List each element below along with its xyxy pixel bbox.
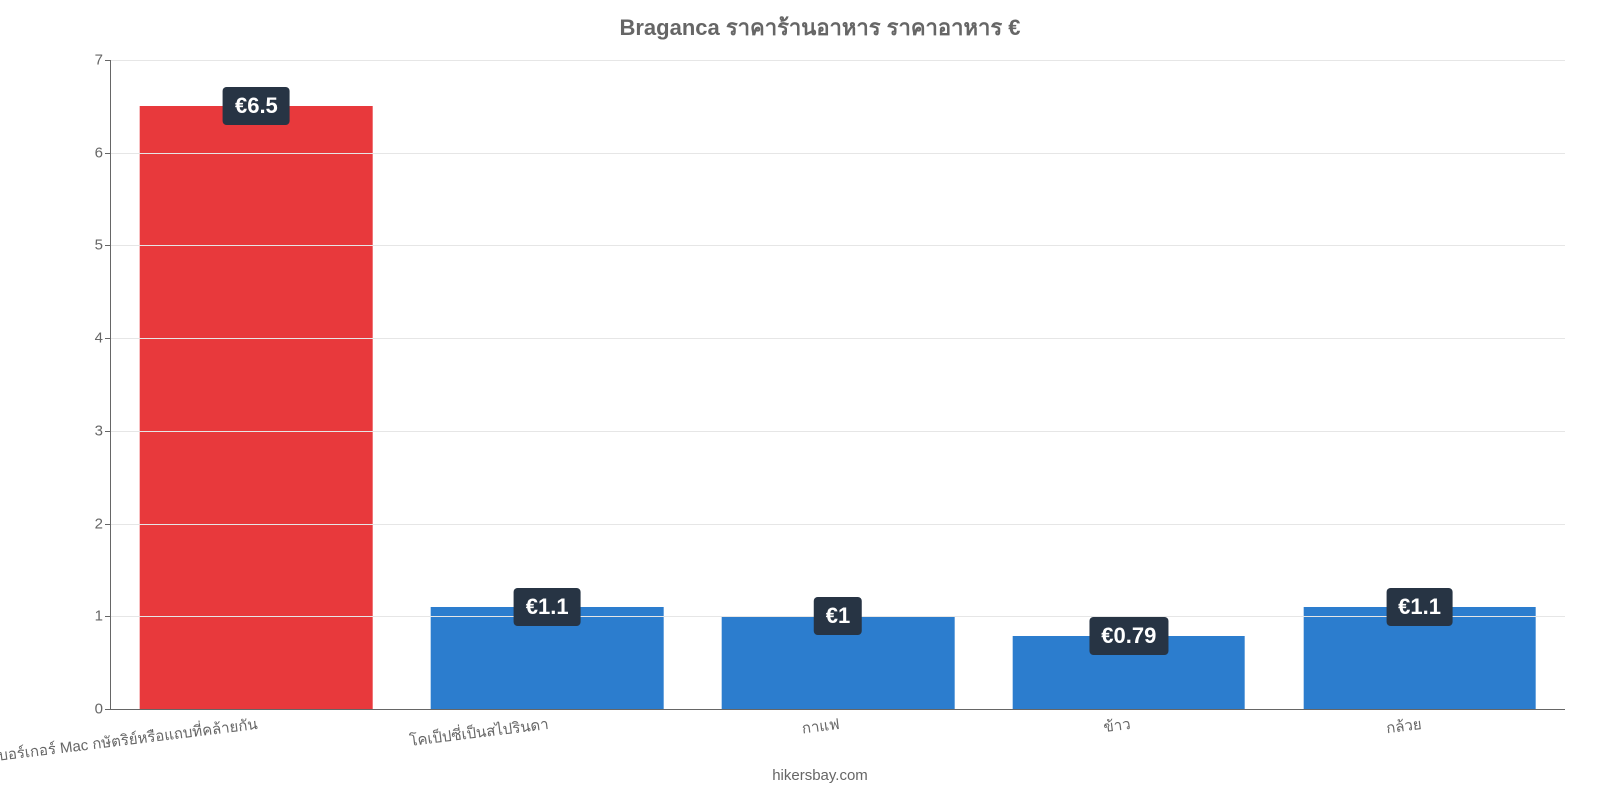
value-label-wrap: €6.5: [223, 87, 290, 125]
y-tick-mark: [105, 338, 111, 339]
bar: [140, 106, 373, 709]
y-tick-label: 7: [95, 52, 103, 69]
bar-slot: €1: [693, 60, 984, 709]
value-label: €6.5: [223, 87, 290, 125]
value-label: €1.1: [514, 588, 581, 626]
gridline: [111, 431, 1565, 432]
y-tick-mark: [105, 245, 111, 246]
y-tick-mark: [105, 616, 111, 617]
y-tick-mark: [105, 60, 111, 61]
gridline: [111, 153, 1565, 154]
y-tick-label: 1: [95, 608, 103, 625]
x-axis-label: กล้วย: [1384, 712, 1422, 740]
bar-slot: €1.1: [1274, 60, 1565, 709]
bar-slot: €1.1: [402, 60, 693, 709]
x-axis-labels: เบอร์เกอร์ Mac กษัตริย์หรือแถบที่คล้ายกั…: [110, 712, 1565, 792]
y-tick-label: 2: [95, 515, 103, 532]
y-tick-label: 3: [95, 422, 103, 439]
chart-title: Braganca ราคาร้านอาหาร ราคาอาหาร €: [60, 10, 1580, 45]
value-label-wrap: €1.1: [514, 588, 581, 626]
y-tick-mark: [105, 524, 111, 525]
x-axis-label: ข้าว: [1102, 712, 1132, 739]
x-axis-label: กาแฟ: [800, 712, 840, 740]
value-label-wrap: €1.1: [1386, 588, 1453, 626]
value-label-wrap: €0.79: [1089, 617, 1168, 655]
value-label-wrap: €1: [814, 597, 862, 635]
value-label: €1: [814, 597, 862, 635]
gridline: [111, 245, 1565, 246]
x-axis-label: เบอร์เกอร์ Mac กษัตริย์หรือแถบที่คล้ายกั…: [0, 712, 258, 768]
gridline: [111, 338, 1565, 339]
bars-layer: €6.5 €1.1 €1 €0.79 €1.1: [111, 60, 1565, 709]
value-label: €0.79: [1089, 617, 1168, 655]
y-tick-mark: [105, 709, 111, 710]
y-tick-mark: [105, 431, 111, 432]
plot-area: €6.5€1.1€1€0.79€1.1 01234567: [110, 60, 1565, 710]
x-axis-label: โคเป็ปซี่เป็นสไปรินดา: [407, 712, 549, 753]
chart-container: Braganca ราคาร้านอาหาร ราคาอาหาร € €6.5€…: [60, 10, 1580, 790]
y-tick-label: 0: [95, 701, 103, 718]
gridline: [111, 524, 1565, 525]
value-label: €1.1: [1386, 588, 1453, 626]
bar-slot: €6.5: [111, 60, 402, 709]
bar-slot: €0.79: [983, 60, 1274, 709]
y-tick-mark: [105, 153, 111, 154]
gridline: [111, 60, 1565, 61]
y-tick-label: 4: [95, 330, 103, 347]
y-tick-label: 5: [95, 237, 103, 254]
y-tick-label: 6: [95, 144, 103, 161]
